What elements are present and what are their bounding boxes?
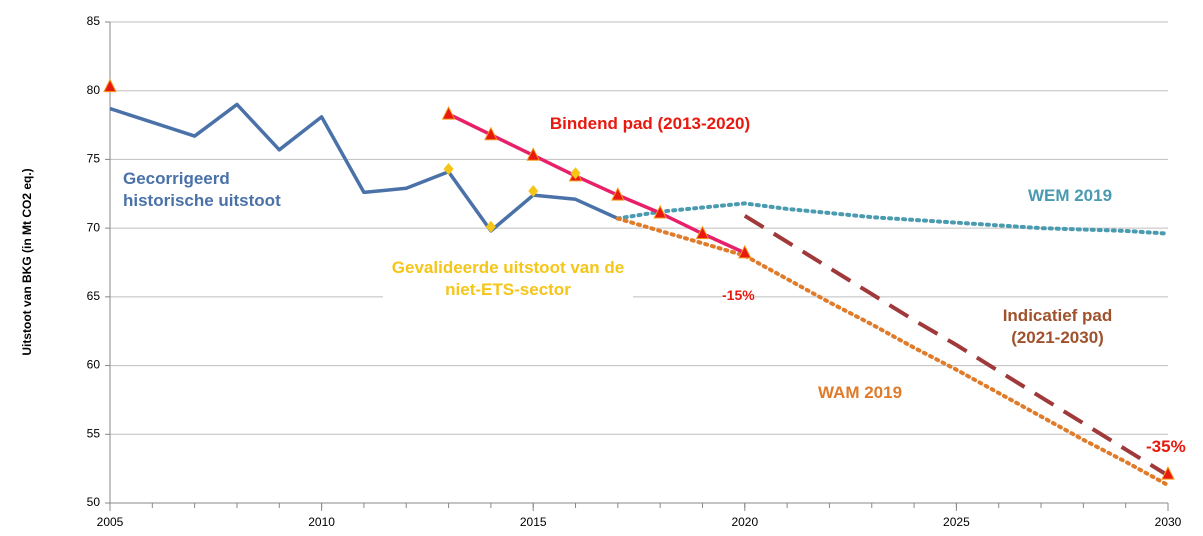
marker [103, 78, 117, 93]
x-tick-label: 2020 [731, 515, 758, 529]
annotation: -15% [722, 284, 755, 306]
x-tick-label: 2010 [308, 515, 335, 529]
marker [485, 220, 496, 233]
x-tick-label: 2015 [520, 515, 547, 529]
x-tick-label: 2030 [1155, 515, 1182, 529]
series-line [615, 201, 1170, 236]
series-label: Gecorrigeerd historische uitstoot [123, 169, 281, 210]
y-axis-label: Uitstoot van BKG (in Mt CO2 eq.) [20, 168, 34, 355]
series-label: WEM 2019 [1027, 186, 1113, 205]
marker [1161, 466, 1175, 480]
series-label: WAM 2019 [817, 383, 903, 402]
marker [653, 204, 667, 219]
series-label: Indicatief pad (2021-2030) [1002, 306, 1113, 347]
series-line [447, 112, 746, 255]
y-tick-label: 75 [87, 152, 101, 166]
marker [695, 225, 710, 240]
series-label: Bindend pad (2013-2020) [549, 114, 751, 133]
marker [737, 244, 752, 259]
series-line [615, 216, 1170, 488]
y-tick-label: 85 [87, 14, 101, 28]
y-tick-label: 65 [87, 289, 101, 303]
series-label: Gevalideerde uitstoot van de niet-ETS-se… [383, 257, 633, 301]
y-tick-label: 70 [87, 220, 101, 234]
marker [484, 126, 498, 141]
y-tick-label: 80 [87, 83, 101, 97]
marker [443, 163, 454, 176]
y-tick-label: 50 [87, 495, 101, 509]
marker [570, 167, 581, 180]
marker [441, 105, 456, 120]
x-tick-label: 2005 [97, 515, 124, 529]
marker [611, 187, 625, 201]
annotation: -35% [1146, 437, 1186, 456]
y-tick-label: 60 [87, 358, 101, 372]
marker [526, 147, 541, 161]
series-line [743, 214, 1170, 478]
x-tick-label: 2025 [943, 515, 970, 529]
y-tick-label: 55 [87, 426, 101, 440]
marker [528, 185, 539, 198]
